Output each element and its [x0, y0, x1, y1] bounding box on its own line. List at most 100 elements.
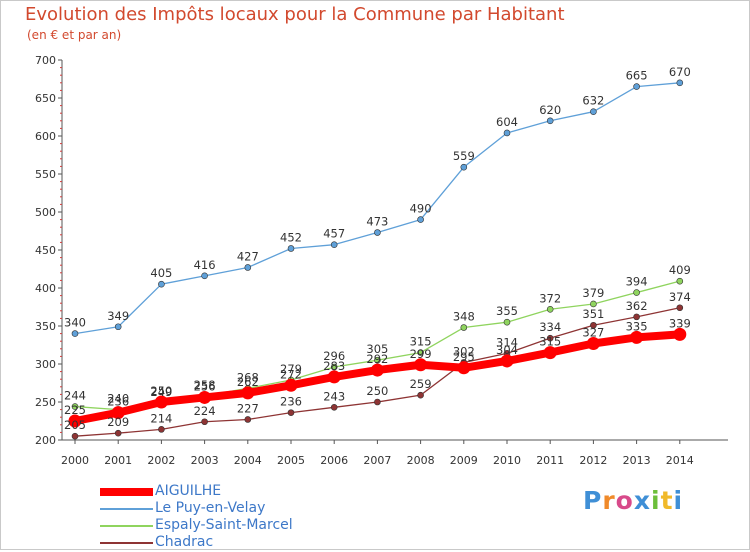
- data-label-espaly-saint-marcel: 279: [280, 362, 302, 376]
- data-label-espaly-saint-marcel: 355: [496, 304, 518, 318]
- data-label-aiguilhe: 295: [453, 350, 475, 364]
- data-point-espaly-saint-marcel: [460, 324, 468, 331]
- logo-letter: t: [660, 486, 674, 515]
- data-point-espaly-saint-marcel: [676, 277, 684, 285]
- y-tick-label: 250: [35, 396, 56, 409]
- data-label-espaly-saint-marcel: 240: [107, 392, 129, 406]
- data-point-chadrac: [374, 398, 381, 406]
- y-tick-label: 650: [35, 92, 56, 105]
- legend-label: AIGUILHE: [155, 483, 222, 499]
- y-tick-label: 400: [35, 282, 56, 295]
- data-point-le-puy-en-velay: [676, 79, 684, 87]
- data-point-aiguilhe: [673, 327, 687, 341]
- data-label-chadrac: 351: [582, 307, 604, 321]
- data-label-le-puy-en-velay: 416: [194, 258, 216, 272]
- data-label-espaly-saint-marcel: 258: [194, 378, 216, 392]
- data-label-aiguilhe: 304: [496, 343, 518, 357]
- y-tick-label: 300: [35, 358, 56, 371]
- data-point-chadrac: [114, 429, 122, 437]
- data-point-chadrac: [633, 313, 640, 321]
- data-label-espaly-saint-marcel: 244: [64, 389, 86, 403]
- data-point-aiguilhe: [500, 354, 514, 368]
- y-tick-label: 600: [35, 130, 56, 143]
- data-point-chadrac: [244, 416, 252, 423]
- series-le-puy-en-velay: [71, 79, 684, 337]
- data-label-aiguilhe: 292: [366, 352, 388, 366]
- data-point-espaly-saint-marcel: [503, 318, 511, 326]
- x-tick-label: 2013: [623, 454, 651, 467]
- y-tick-label: 450: [35, 244, 56, 257]
- chart-title: Evolution des Impôts locaux pour la Comm…: [25, 4, 565, 25]
- legend-label: Espaly-Saint-Marcel: [155, 517, 293, 533]
- data-point-le-puy-en-velay: [158, 280, 165, 288]
- data-point-le-puy-en-velay: [633, 83, 640, 90]
- data-point-aiguilhe: [586, 336, 600, 350]
- x-tick-label: 2011: [536, 454, 564, 467]
- data-label-le-puy-en-velay: 473: [366, 215, 388, 229]
- data-label-espaly-saint-marcel: 249: [150, 385, 172, 399]
- data-point-aiguilhe: [630, 330, 644, 344]
- data-point-espaly-saint-marcel: [71, 403, 79, 410]
- data-label-espaly-saint-marcel: 372: [539, 291, 561, 305]
- y-tick-label: 500: [35, 206, 56, 219]
- data-label-aiguilhe: 339: [669, 316, 691, 330]
- data-label-aiguilhe: 335: [626, 319, 648, 333]
- data-label-chadrac: 236: [280, 395, 302, 409]
- legend-label: Le Puy-en-Velay: [155, 500, 266, 516]
- data-label-aiguilhe: 327: [582, 325, 604, 339]
- x-tick-label: 2003: [191, 454, 219, 467]
- data-label-aiguilhe: 236: [107, 395, 129, 409]
- data-label-chadrac: 302: [453, 344, 475, 358]
- data-label-espaly-saint-marcel: 315: [410, 335, 432, 349]
- legend-swatch: [100, 525, 153, 527]
- data-point-le-puy-en-velay: [503, 129, 511, 137]
- data-point-aiguilhe: [327, 370, 341, 384]
- series-aiguilhe: [68, 327, 687, 428]
- x-tick-label: 2008: [407, 454, 435, 467]
- data-label-aiguilhe: 272: [280, 367, 302, 381]
- data-label-le-puy-en-velay: 632: [582, 94, 604, 108]
- x-tick-label: 2014: [666, 454, 694, 467]
- data-label-le-puy-en-velay: 427: [237, 249, 259, 263]
- x-tick-label: 2012: [579, 454, 607, 467]
- data-point-le-puy-en-velay: [287, 245, 295, 252]
- logo-letter: r: [602, 486, 616, 515]
- data-point-le-puy-en-velay: [460, 163, 468, 171]
- data-point-chadrac: [676, 304, 684, 312]
- data-point-chadrac: [590, 321, 597, 329]
- data-label-chadrac: 334: [539, 320, 561, 334]
- data-point-espaly-saint-marcel: [546, 305, 554, 313]
- data-point-le-puy-en-velay: [417, 216, 424, 223]
- data-label-chadrac: 362: [626, 299, 648, 313]
- data-point-espaly-saint-marcel: [633, 289, 640, 296]
- data-label-aiguilhe: 250: [150, 384, 172, 398]
- x-tick-label: 2001: [104, 454, 132, 467]
- data-label-aiguilhe: 283: [323, 359, 345, 373]
- legend-swatch: [100, 488, 153, 496]
- data-label-aiguilhe: 262: [237, 375, 259, 389]
- data-point-chadrac: [546, 334, 554, 342]
- data-label-le-puy-en-velay: 405: [150, 266, 172, 280]
- data-label-espaly-saint-marcel: 296: [323, 349, 345, 363]
- y-tick-label: 700: [35, 54, 56, 67]
- data-label-chadrac: 314: [496, 335, 518, 349]
- data-point-le-puy-en-velay: [330, 241, 338, 248]
- x-tick-label: 2002: [147, 454, 175, 467]
- data-label-espaly-saint-marcel: 394: [626, 275, 648, 289]
- data-point-chadrac: [158, 426, 165, 433]
- x-tick-label: 2004: [234, 454, 262, 467]
- data-label-le-puy-en-velay: 604: [496, 115, 518, 129]
- data-point-aiguilhe: [154, 395, 168, 409]
- data-label-chadrac: 227: [237, 401, 259, 415]
- data-label-espaly-saint-marcel: 305: [366, 342, 388, 356]
- data-label-chadrac: 209: [107, 415, 129, 429]
- data-point-le-puy-en-velay: [374, 229, 381, 236]
- logo-letter: o: [615, 486, 634, 515]
- data-point-le-puy-en-velay: [546, 117, 554, 125]
- y-tick-label: 350: [35, 320, 56, 333]
- data-label-le-puy-en-velay: 349: [107, 309, 129, 323]
- x-tick-label: 2005: [277, 454, 305, 467]
- data-point-chadrac: [417, 391, 424, 399]
- data-label-le-puy-en-velay: 340: [64, 316, 86, 330]
